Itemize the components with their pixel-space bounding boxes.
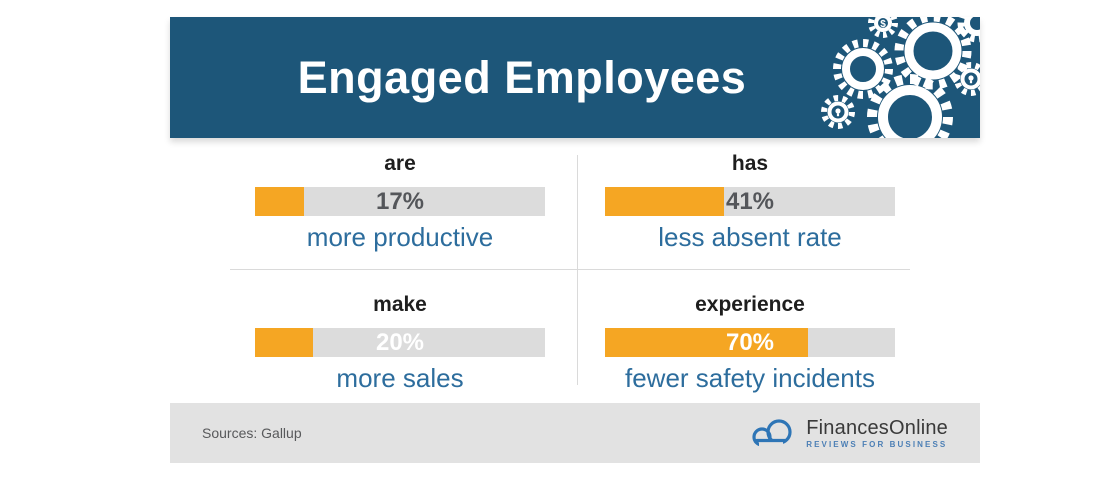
brand-tagline: REVIEWS FOR BUSINESS xyxy=(806,439,948,449)
progress-bar: 70% xyxy=(605,328,895,357)
lightbulb-gear-icon xyxy=(954,62,980,96)
stat-value: 20% xyxy=(375,329,425,356)
stat-card-productive: are 17% more productive xyxy=(225,152,575,253)
source-label: Sources: Gallup xyxy=(202,425,302,441)
page-title: Engaged Employees xyxy=(297,51,747,103)
progress-bar-fill xyxy=(255,187,305,216)
progress-bar: 41% xyxy=(605,187,895,216)
stat-value: 70% xyxy=(725,329,775,356)
progress-bar: 20% xyxy=(255,328,545,357)
stat-verb: are xyxy=(384,152,416,175)
stat-verb: make xyxy=(373,293,427,316)
stat-verb: experience xyxy=(695,293,805,316)
brand-logo: FinancesOnline REVIEWS FOR BUSINESS xyxy=(749,417,948,450)
lightbulb-gear-icon xyxy=(821,95,855,129)
horizontal-divider xyxy=(230,269,910,270)
gears-icon: $ xyxy=(821,17,980,138)
gear-icon xyxy=(867,74,953,138)
vertical-divider xyxy=(577,155,578,385)
progress-bar: 17% xyxy=(255,187,545,216)
progress-bar-fill xyxy=(255,328,313,357)
dollar-gear-icon: $ xyxy=(868,17,898,38)
gear-icon xyxy=(894,17,972,90)
stat-value: 17% xyxy=(375,188,425,215)
brand-name: FinancesOnline xyxy=(806,416,948,439)
stat-card-absent-rate: has 41% less absent rate xyxy=(575,152,925,253)
progress-bar-fill xyxy=(605,328,808,357)
stat-value: 41% xyxy=(725,188,775,215)
cloud-logo-icon xyxy=(752,419,792,449)
svg-text:$: $ xyxy=(880,19,886,30)
gear-icon xyxy=(957,17,980,43)
stat-caption: more sales xyxy=(336,363,464,393)
footer-bar: Sources: Gallup FinancesOnline REVIEWS F… xyxy=(170,403,980,463)
gear-icon xyxy=(833,39,893,99)
stat-card-sales: make 20% more sales xyxy=(225,293,575,394)
progress-bar-fill xyxy=(605,187,724,216)
stat-card-safety: experience 70% fewer safety incidents xyxy=(575,293,925,394)
stat-verb: has xyxy=(731,152,769,175)
header-banner: Engaged Employees $ xyxy=(170,17,980,138)
stat-caption: more productive xyxy=(306,222,494,252)
stat-caption: less absent rate xyxy=(658,222,842,252)
stat-caption: fewer safety incidents xyxy=(624,363,875,393)
